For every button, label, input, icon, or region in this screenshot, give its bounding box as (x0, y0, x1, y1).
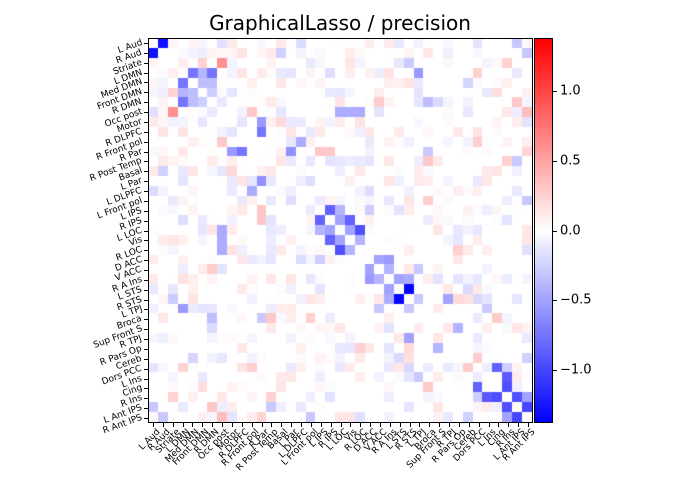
y-tick (144, 52, 148, 54)
x-tick (301, 423, 302, 427)
x-tick (370, 423, 372, 427)
y-tick (144, 368, 148, 370)
x-tick (310, 423, 312, 427)
x-tick (350, 423, 352, 427)
y-tick (144, 92, 148, 94)
precision-matrix-heatmap (148, 38, 533, 423)
y-tick (144, 171, 148, 173)
y-tick (144, 408, 148, 410)
colorbar-tick (553, 300, 557, 302)
x-tick (172, 423, 174, 427)
y-tick (144, 339, 148, 341)
colorbar-tick-label: −1.0 (560, 362, 592, 378)
x-tick (222, 423, 224, 427)
x-tick (458, 423, 460, 427)
y-tick (144, 181, 148, 183)
x-tick (439, 423, 441, 427)
y-tick (144, 250, 148, 252)
x-tick (409, 423, 411, 427)
x-tick (528, 423, 530, 427)
y-tick (144, 62, 148, 64)
x-tick (251, 423, 253, 427)
y-tick (144, 418, 148, 420)
colorbar-tick-label: 0.0 (560, 223, 581, 238)
y-tick (144, 348, 148, 350)
x-tick (241, 423, 243, 427)
y-tick (144, 299, 148, 301)
x-tick (360, 423, 362, 427)
x-tick (330, 423, 332, 427)
y-tick (144, 378, 148, 380)
colorbar-tick (553, 230, 557, 232)
x-tick (212, 423, 214, 427)
x-tick (231, 423, 233, 427)
x-tick (389, 423, 391, 427)
x-tick (449, 423, 451, 427)
y-tick (144, 309, 148, 311)
y-tick (144, 141, 148, 143)
y-tick (144, 398, 148, 400)
y-tick (144, 82, 148, 84)
colorbar (534, 38, 553, 423)
x-tick (271, 423, 273, 427)
x-tick (498, 423, 500, 427)
colorbar-tick (553, 369, 557, 371)
colorbar-tick-label: 0.5 (560, 153, 581, 169)
colorbar-tick-label: −0.5 (560, 292, 592, 308)
y-tick (144, 269, 148, 271)
x-tick (399, 423, 401, 427)
x-tick (340, 423, 342, 427)
x-tick (261, 423, 263, 427)
colorbar-tick (553, 160, 557, 162)
x-tick (478, 423, 480, 427)
x-tick (320, 423, 322, 427)
y-tick (144, 72, 148, 74)
y-tick (144, 260, 148, 262)
x-tick (429, 423, 431, 427)
y-tick (144, 42, 148, 44)
x-tick (152, 423, 154, 427)
y-tick (144, 358, 148, 360)
y-tick (144, 230, 148, 232)
x-tick (182, 423, 184, 427)
y-tick (144, 151, 148, 153)
x-tick (291, 423, 293, 427)
x-tick (488, 423, 490, 427)
y-tick (144, 112, 148, 114)
y-tick (144, 102, 148, 104)
x-tick (281, 423, 283, 427)
y-tick (144, 279, 148, 281)
x-tick (419, 423, 421, 427)
x-tick (468, 423, 470, 427)
y-tick (144, 200, 148, 202)
x-tick (508, 423, 510, 427)
x-tick (192, 423, 194, 427)
chart-title: GraphicalLasso / precision (209, 11, 471, 35)
y-tick (144, 191, 148, 192)
y-tick (144, 319, 148, 321)
y-tick (144, 289, 148, 291)
y-tick (144, 210, 148, 212)
y-tick (144, 240, 148, 242)
x-tick (379, 423, 381, 427)
y-tick (144, 329, 148, 331)
y-tick (144, 388, 148, 390)
colorbar-tick (553, 91, 557, 92)
y-tick (144, 121, 148, 123)
x-tick (202, 423, 204, 427)
x-tick (162, 423, 164, 427)
y-tick (144, 220, 148, 222)
colorbar-tick-label: 1.0 (560, 83, 581, 99)
y-tick (144, 131, 148, 133)
y-tick (144, 161, 148, 163)
x-tick (518, 423, 520, 427)
